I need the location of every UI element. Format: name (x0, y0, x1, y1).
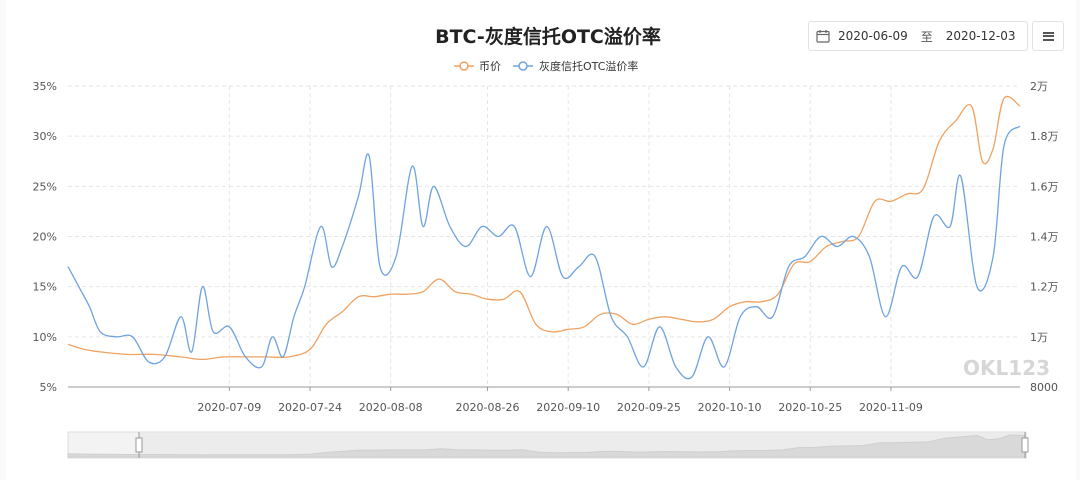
y-right-tick-label: 1.4万 (1030, 231, 1059, 244)
y-right-tick-label: 2万 (1030, 80, 1048, 93)
date-range-picker[interactable]: 2020-06-09 至 2020-12-03 (808, 21, 1028, 51)
y-right-tick-label: 1万 (1030, 331, 1048, 344)
legend-label-premium: 灰度信托OTC溢价率 (539, 59, 638, 73)
data-zoom-slider[interactable] (67, 431, 1029, 459)
x-tick-label: 2020-07-24 (278, 401, 342, 414)
y-left-tick-label: 5% (40, 381, 57, 394)
x-tick-label: 2020-08-26 (456, 401, 520, 414)
y-right-tick-label: 1.6万 (1030, 180, 1059, 193)
y-left-tick-label: 35% (33, 80, 57, 93)
y-right-tick-label: 1.2万 (1030, 281, 1059, 294)
watermark-logo: OKL123 (963, 356, 1050, 380)
zoom-handle-right[interactable] (1021, 432, 1029, 458)
premium-series-line (67, 125, 1021, 380)
x-tick-label: 2020-09-10 (536, 401, 600, 414)
x-tick-label: 2020-09-25 (617, 401, 681, 414)
price-series-line (67, 95, 1021, 361)
x-tick-label: 2020-10-10 (698, 401, 762, 414)
chart-title: BTC-灰度信托OTC溢价率 (435, 26, 661, 48)
zoom-preview-line (67, 434, 1027, 458)
x-tick-label: 2020-07-09 (197, 401, 261, 414)
legend-item-premium[interactable]: 灰度信托OTC溢价率 (513, 59, 638, 73)
date-separator: 至 (920, 29, 933, 44)
hamburger-menu-icon[interactable] (1032, 21, 1064, 51)
legend-item-price[interactable]: 币价 (454, 60, 501, 73)
legend-label-price: 币价 (479, 60, 501, 73)
y-left-tick-label: 10% (33, 331, 57, 344)
y-right-tick-label: 8000 (1030, 381, 1058, 394)
legend[interactable]: 币价 灰度信托OTC溢价率 (454, 59, 638, 73)
y-left-tick-label: 25% (33, 180, 57, 193)
y-left-tick-label: 15% (33, 281, 57, 294)
y-left-tick-label: 20% (33, 231, 57, 244)
calendar-icon (816, 30, 830, 43)
x-tick-label: 2020-10-25 (778, 401, 842, 414)
x-tick-label: 2020-08-08 (359, 401, 423, 414)
date-end[interactable]: 2020-12-03 (945, 29, 1016, 43)
y-right-tick-label: 1.8万 (1030, 130, 1059, 143)
date-start[interactable]: 2020-06-09 (838, 29, 908, 43)
x-tick-label: 2020-11-09 (859, 401, 923, 414)
y-left-tick-label: 30% (33, 130, 57, 143)
zoom-handle-left[interactable] (135, 432, 143, 458)
